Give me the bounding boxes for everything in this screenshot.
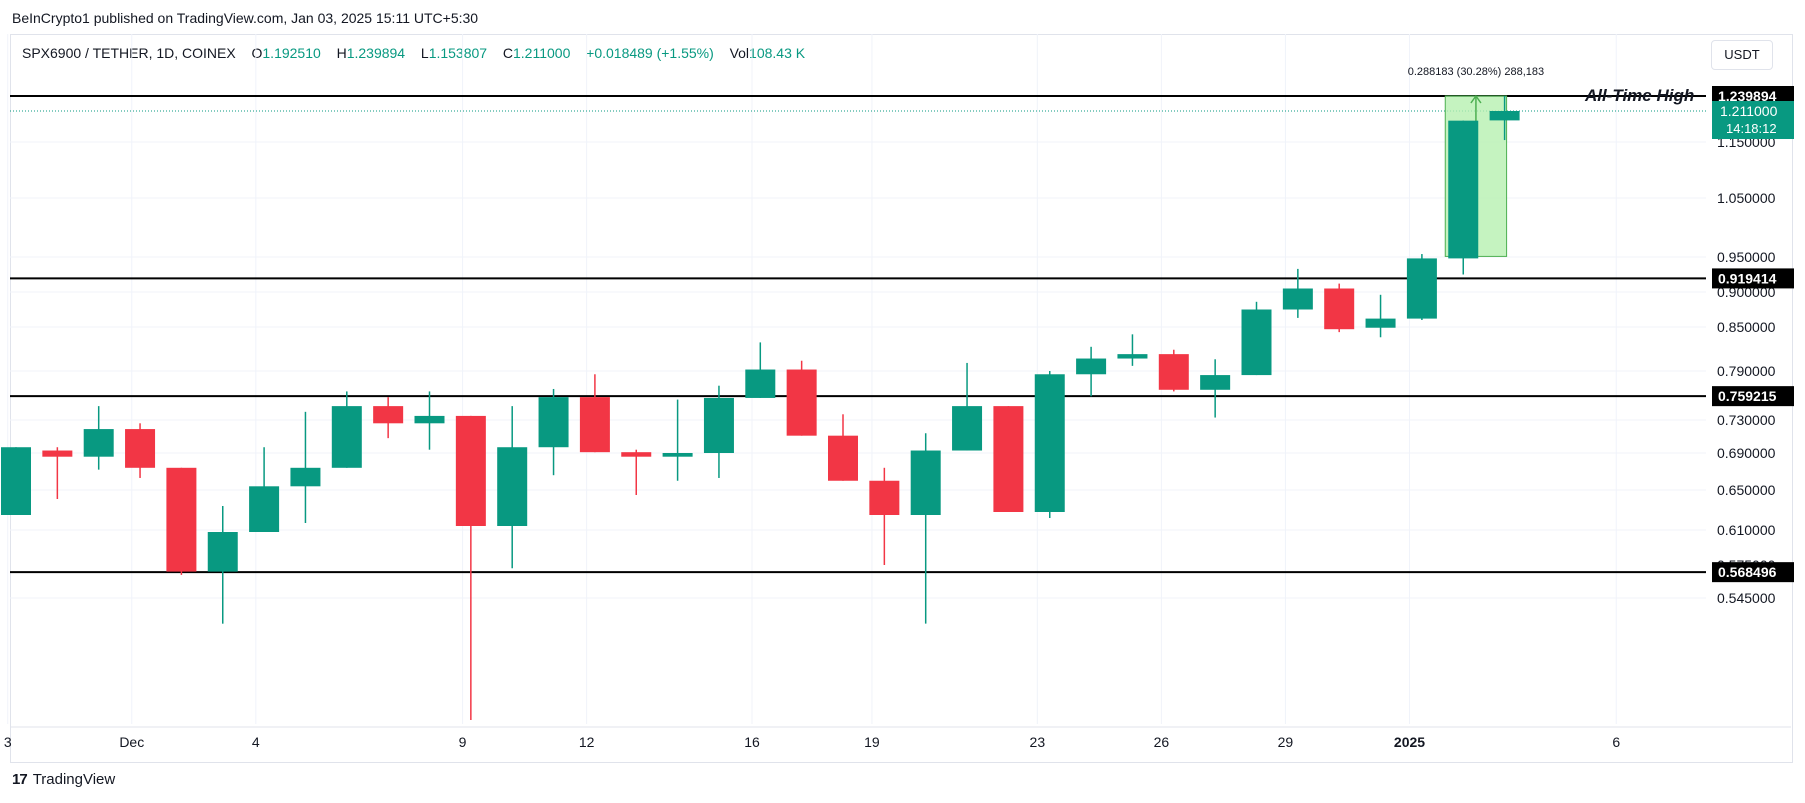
time-axis-tick-label: Dec bbox=[119, 734, 144, 750]
candle-body bbox=[83, 429, 114, 457]
high-label: H bbox=[336, 45, 347, 61]
price-level-tag-label: 0.759215 bbox=[1718, 388, 1777, 404]
candle-body bbox=[538, 397, 569, 448]
candle-body bbox=[249, 486, 280, 532]
candle-body bbox=[1158, 354, 1189, 390]
high-value: 1.239894 bbox=[346, 45, 406, 61]
low-value: 1.153807 bbox=[428, 45, 488, 61]
tradingview-brand[interactable]: TradingView bbox=[32, 771, 116, 788]
candle-body bbox=[373, 406, 404, 424]
candle-body bbox=[993, 406, 1024, 512]
candle-body bbox=[952, 406, 983, 451]
time-axis-tick-label: 26 bbox=[1154, 734, 1170, 750]
candle-body bbox=[1448, 120, 1479, 259]
price-level-tag-label: 0.919414 bbox=[1718, 270, 1777, 286]
candle-body bbox=[1324, 288, 1355, 330]
price-axis-tick-label: 0.850000 bbox=[1717, 319, 1776, 335]
time-axis-tick-label: 23 bbox=[1030, 734, 1046, 750]
change-value: +0.018489 (+1.55%) bbox=[586, 45, 714, 61]
candle-body bbox=[1489, 111, 1520, 121]
candle-body bbox=[745, 369, 776, 398]
volume-value: 108.43 K bbox=[749, 45, 806, 61]
measure-arrow-head-icon bbox=[1470, 94, 1482, 104]
close-label: C bbox=[502, 45, 513, 61]
candle-body bbox=[1, 447, 31, 515]
candle-body bbox=[703, 397, 734, 453]
currency-button[interactable]: USDT bbox=[1711, 40, 1773, 70]
candle-body bbox=[1241, 309, 1272, 376]
open-label: O bbox=[251, 45, 263, 61]
low-label: L bbox=[420, 45, 429, 61]
time-axis-tick-label: 16 bbox=[744, 734, 760, 750]
candle-body bbox=[1365, 318, 1396, 328]
candle-body bbox=[42, 450, 73, 457]
open-value: 1.192510 bbox=[262, 45, 321, 61]
price-level-tag-label: 0.568496 bbox=[1718, 564, 1777, 580]
price-level-tag bbox=[1712, 562, 1794, 583]
time-axis-tick-label: 19 bbox=[864, 734, 880, 750]
time-axis-tick-label: 29 bbox=[1278, 734, 1294, 750]
time-axis-tick-label: 12 bbox=[579, 734, 595, 750]
candle-body bbox=[910, 450, 941, 515]
candle-body bbox=[1034, 374, 1065, 512]
candle-body bbox=[828, 435, 858, 481]
current-price-label: 1.211000 bbox=[1720, 103, 1778, 119]
candle-body bbox=[414, 415, 445, 424]
close-value: 1.211000 bbox=[513, 45, 571, 61]
candle-body bbox=[497, 447, 528, 526]
candle-body bbox=[621, 452, 652, 457]
candle-body bbox=[331, 406, 362, 468]
tradingview-logo-icon[interactable]: 17 bbox=[12, 771, 28, 788]
time-axis-tick-label: 3 bbox=[4, 734, 12, 750]
price-axis-tick-label: 0.690000 bbox=[1717, 445, 1776, 461]
price-axis-tick-label: 0.730000 bbox=[1717, 412, 1776, 428]
publish-caption: BeInCrypto1 published on TradingView.com… bbox=[12, 10, 479, 26]
candle-body bbox=[662, 453, 693, 457]
candle-body bbox=[207, 532, 238, 572]
price-axis-tick-label: 0.610000 bbox=[1717, 522, 1776, 538]
time-axis-tick-label: 4 bbox=[252, 734, 260, 750]
candle-body bbox=[786, 369, 817, 436]
candle-body bbox=[290, 467, 321, 487]
price-axis-tick-label: 0.950000 bbox=[1717, 249, 1776, 265]
footer: 17 TradingView bbox=[12, 771, 115, 788]
candle-body bbox=[455, 415, 486, 526]
price-axis-tick-label: 1.050000 bbox=[1717, 190, 1776, 206]
symbol-title[interactable]: SPX6900 / TETHER, 1D, COINEX bbox=[22, 45, 236, 61]
price-axis-tick-label: 0.650000 bbox=[1717, 482, 1776, 498]
time-axis-tick-label: 9 bbox=[459, 734, 467, 750]
candle-body bbox=[869, 480, 900, 515]
price-axis-tick-label: 0.545000 bbox=[1717, 590, 1776, 606]
candle-body bbox=[1406, 258, 1437, 319]
current-price-tag bbox=[1712, 101, 1794, 139]
candle-body bbox=[1282, 288, 1313, 310]
all-time-high-annotation: All-Time High bbox=[1584, 86, 1694, 105]
price-level-tag bbox=[1712, 386, 1794, 407]
volume-label: Vol bbox=[729, 45, 750, 61]
candle-body bbox=[125, 429, 156, 468]
candle-body bbox=[166, 467, 197, 572]
measure-label: 0.288183 (30.28%) 288,183 bbox=[1408, 66, 1544, 78]
price-axis-tick-label: 0.790000 bbox=[1717, 363, 1776, 379]
candle-body bbox=[579, 397, 610, 453]
price-level-tag bbox=[1712, 268, 1794, 289]
candle-body bbox=[1117, 354, 1148, 359]
candle-body bbox=[1200, 375, 1231, 390]
symbol-header: SPX6900 / TETHER, 1D, COINEX O1.192510 H… bbox=[22, 45, 805, 61]
time-axis-tick-label: 6 bbox=[1612, 734, 1620, 750]
countdown-label: 14:18:12 bbox=[1726, 121, 1777, 136]
price-level-tag-label: 1.239894 bbox=[1718, 88, 1777, 104]
time-axis-tick-label: 2025 bbox=[1394, 734, 1425, 750]
candle-body bbox=[1076, 358, 1107, 375]
